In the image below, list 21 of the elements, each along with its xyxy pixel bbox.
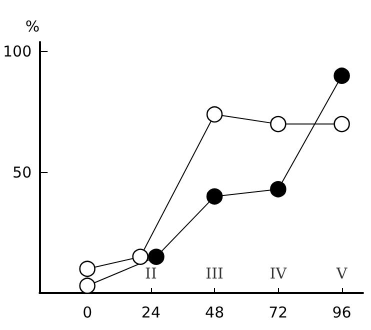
x-tick-label: 96 — [332, 304, 352, 322]
annotation: V — [335, 264, 348, 282]
point — [79, 260, 96, 278]
point — [334, 116, 350, 132]
point — [206, 106, 223, 123]
annotation: II — [145, 264, 157, 282]
y-axis-title: % — [25, 18, 40, 36]
x-tick-label: 0 — [82, 304, 92, 322]
point — [132, 248, 148, 265]
point — [270, 116, 286, 132]
annotation: III — [206, 264, 224, 282]
x-tick-label: 48 — [205, 304, 224, 322]
point — [334, 68, 350, 84]
annotation: IV — [270, 264, 288, 282]
y-tick-label: 50 — [12, 163, 32, 182]
x-tick-label: 72 — [268, 304, 288, 322]
x-tick-label: 24 — [141, 304, 160, 322]
y-tick-label: 100 — [2, 42, 32, 61]
point — [148, 248, 164, 265]
point — [206, 188, 223, 205]
point — [270, 181, 286, 198]
